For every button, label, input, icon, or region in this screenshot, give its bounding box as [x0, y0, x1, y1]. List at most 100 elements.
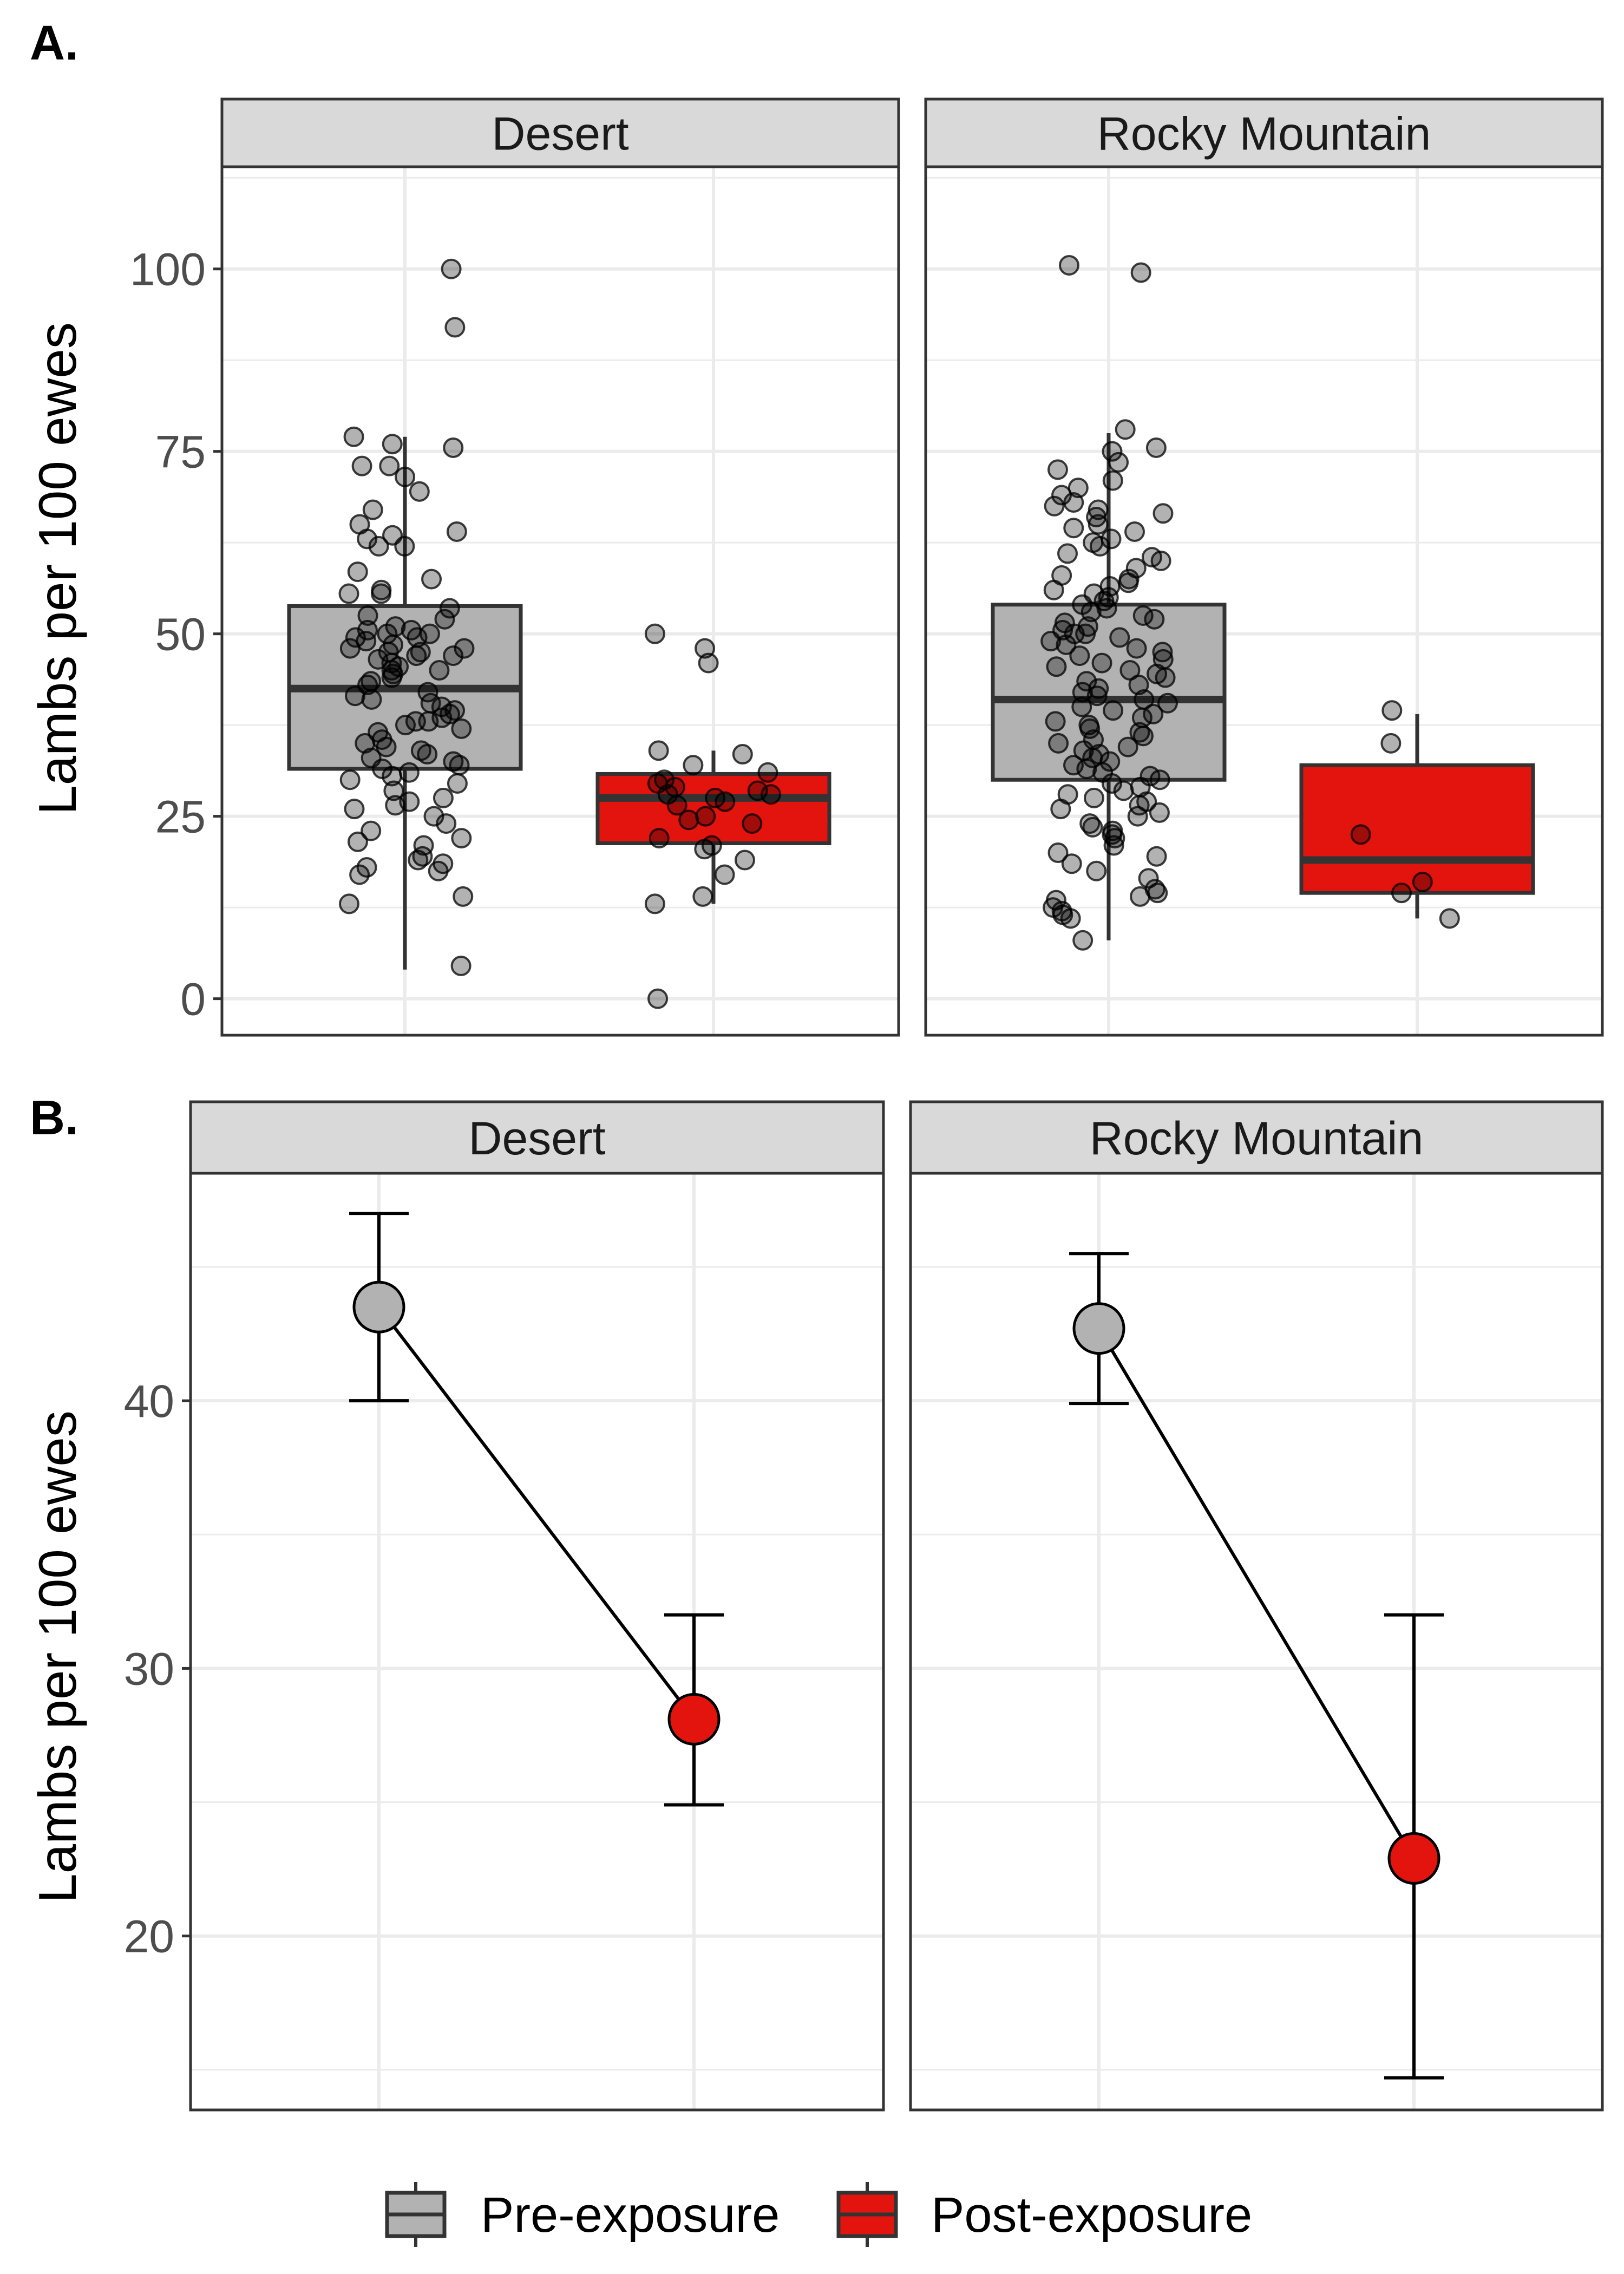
data-point — [1089, 535, 1110, 557]
data-point — [1060, 908, 1081, 929]
y-axis-title-a: Lambs per 100 ewes — [28, 322, 87, 815]
data-point — [1061, 853, 1082, 874]
facet-strip — [924, 97, 1604, 168]
y-axis-title: Lambs per 100 ewes — [28, 322, 87, 815]
data-point — [1059, 254, 1080, 276]
data-point — [1130, 262, 1151, 283]
data-point — [443, 437, 464, 458]
data-point — [1086, 685, 1108, 707]
data-point — [1146, 846, 1167, 867]
legend: Pre-exposure Post-exposure — [385, 2182, 1252, 2247]
data-point — [666, 795, 687, 816]
data-point — [419, 623, 440, 644]
data-point — [648, 740, 669, 761]
data-point — [338, 893, 359, 914]
data-point — [356, 857, 377, 878]
data-point — [1144, 609, 1165, 630]
panel-label-b: B. — [30, 1091, 78, 1145]
data-point — [1103, 835, 1124, 856]
y-tick-label: 50 — [155, 609, 206, 660]
data-point — [421, 568, 442, 590]
data-point — [343, 426, 364, 447]
plot-area — [911, 1173, 1602, 2110]
data-point — [1380, 733, 1402, 754]
legend-label-post: Post-exposure — [931, 2187, 1252, 2243]
data-point — [1063, 492, 1084, 513]
data-point — [368, 535, 389, 557]
data-point — [1044, 495, 1065, 517]
data-point — [383, 780, 404, 801]
data-point — [395, 715, 416, 736]
data-point — [1113, 780, 1134, 801]
data-point — [409, 481, 430, 502]
data-point — [1124, 521, 1145, 542]
data-point — [1145, 437, 1167, 458]
data-point — [338, 583, 359, 604]
data-point — [450, 955, 472, 976]
panel-label-a: A. — [30, 16, 78, 70]
data-point — [344, 799, 365, 820]
data-point — [1091, 652, 1112, 674]
y-tick-label: 0 — [180, 974, 206, 1025]
data-point — [1157, 692, 1178, 714]
data-point — [339, 769, 361, 790]
data-point — [454, 638, 475, 659]
mean-point — [667, 1693, 721, 1746]
panel-b: 20 30 40 Desert Rocky Mountain — [124, 1100, 1604, 2112]
data-point — [1143, 703, 1164, 724]
data-point — [361, 820, 382, 841]
data-point — [339, 638, 361, 659]
data-point — [732, 744, 753, 765]
plot-area — [926, 167, 1602, 1035]
data-point — [1115, 419, 1136, 440]
errorbar-post-exposure — [1384, 1613, 1444, 2080]
data-point — [1149, 769, 1170, 790]
data-point — [433, 787, 454, 808]
data-point — [1051, 485, 1072, 506]
data-point — [1109, 627, 1130, 648]
data-point — [757, 762, 778, 783]
data-point — [451, 828, 472, 849]
mean-point — [352, 1280, 405, 1334]
data-point — [436, 813, 457, 834]
data-point — [351, 455, 372, 476]
data-point — [698, 652, 719, 674]
data-point — [357, 528, 378, 550]
data-point — [439, 598, 460, 619]
data-point — [1439, 908, 1460, 929]
data-point — [1082, 816, 1103, 838]
mean-point — [1387, 1832, 1440, 1885]
data-point — [347, 831, 368, 852]
data-point — [1155, 667, 1176, 688]
data-point — [644, 893, 665, 914]
data-point — [644, 623, 665, 644]
data-point — [417, 744, 438, 765]
data-point — [395, 466, 416, 487]
data-point — [1381, 700, 1403, 721]
facet-strip-label: Rocky Mountain — [1090, 1113, 1424, 1165]
errorbar-pre-exposure — [349, 1212, 409, 1403]
data-point — [734, 850, 755, 871]
data-point — [714, 864, 735, 885]
facet-rocky-mountain: Rocky Mountain — [909, 1100, 1604, 2112]
facet-strip-label: Rocky Mountain — [1097, 108, 1431, 160]
data-point — [444, 317, 466, 338]
data-point — [385, 795, 406, 816]
facet-strip — [909, 1100, 1604, 1175]
data-point — [1350, 824, 1371, 845]
data-point — [692, 886, 713, 907]
data-point — [406, 645, 427, 666]
data-point — [441, 258, 462, 279]
y-tick-label: 40 — [124, 1376, 174, 1427]
plot-area — [222, 167, 899, 1035]
data-point — [1083, 787, 1104, 808]
y-axis-title: Lambs per 100 ewes — [28, 1410, 87, 1903]
data-point — [1047, 842, 1069, 864]
box-pre-exposure — [287, 258, 523, 976]
data-point — [1126, 638, 1147, 659]
data-point — [345, 685, 366, 707]
data-point — [695, 806, 716, 827]
data-point — [1072, 930, 1093, 951]
data-point — [347, 561, 368, 583]
